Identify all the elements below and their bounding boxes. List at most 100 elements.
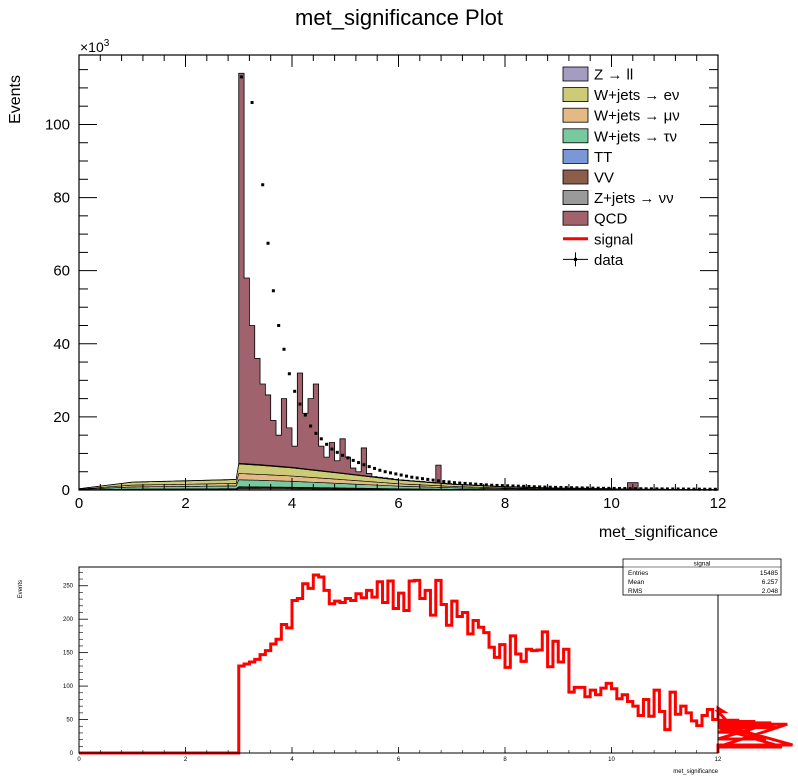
stats-box-title: signal: [694, 561, 712, 568]
x-axis-label: met_significance: [599, 524, 718, 541]
bottom-y-tick-label: 150: [63, 651, 74, 657]
data-point: [287, 372, 291, 376]
stats-label-rms: RMS: [628, 588, 643, 595]
legend-label-data: data: [594, 252, 624, 269]
y-axis-label: Events: [7, 75, 24, 124]
stats-box: signal Entries 15485 Mean 6.257 RMS 2.04…: [622, 558, 782, 596]
stats-label-mean: Mean: [628, 579, 645, 586]
data-point: [596, 486, 600, 490]
y-tick-label: 0: [62, 482, 70, 499]
legend-label-tt: TT: [594, 149, 612, 166]
stats-value-mean: 6.257: [762, 579, 779, 586]
data-point: [665, 487, 669, 491]
x-tick-label: 10: [603, 495, 620, 512]
data-point: [586, 486, 590, 490]
legend: Z → ll W+jets → eν W+jets → μν W+jets → τν T…: [562, 66, 680, 269]
bottom-x-axis-label: met_significance: [673, 769, 718, 775]
stats-label-entries: Entries: [628, 570, 649, 577]
legend-label-vv: VV: [594, 170, 614, 187]
bottom-y-tick-label: 250: [63, 584, 74, 590]
data-point: [633, 487, 637, 491]
data-point: [697, 487, 701, 491]
data-point: [575, 486, 579, 490]
data-point: [399, 473, 403, 477]
data-point: [676, 487, 680, 491]
stats-value-entries: 15485: [760, 570, 778, 577]
y-tick-label: 80: [53, 190, 70, 207]
data-point: [506, 484, 510, 488]
data-point: [548, 485, 552, 489]
data-point: [681, 487, 685, 491]
data-point: [713, 487, 717, 491]
data-point: [628, 487, 632, 491]
data-point: [314, 431, 318, 435]
data-point: [612, 486, 616, 490]
data-point: [309, 424, 313, 428]
data-point: [516, 484, 520, 488]
data-point: [436, 479, 440, 483]
data-point: [655, 487, 659, 491]
bottom-y-tick-label: 100: [63, 684, 74, 690]
top-plot: met_significance Plot Events met_signifi…: [7, 5, 726, 541]
data-point: [617, 487, 621, 491]
data-point: [410, 475, 414, 479]
data-point: [261, 183, 265, 187]
data-point: [277, 324, 281, 328]
bottom-y-tick-label: 50: [66, 718, 73, 724]
legend-label-z-jets: Z+jets → νν: [594, 190, 674, 207]
legend-label-w-jets-e: W+jets → eν: [594, 87, 679, 104]
data-point: [484, 483, 488, 487]
data-point: [346, 456, 350, 460]
y-axis-multiplier-exponent: 3: [104, 38, 110, 49]
y-tick-label: 20: [53, 409, 70, 426]
data-point: [580, 486, 584, 490]
data-point: [357, 461, 361, 465]
y-axis-multiplier: ×103: [80, 38, 110, 55]
data-point: [319, 437, 323, 441]
data-point: [452, 481, 456, 485]
data-point: [644, 487, 648, 491]
data-point: [500, 484, 504, 488]
data-point: [511, 484, 515, 488]
legend-swatch-data-marker: [574, 257, 577, 261]
bottom-x-tick-label: 4: [290, 757, 294, 763]
data-point: [532, 485, 536, 489]
data-point: [607, 486, 611, 490]
data-point: [490, 483, 494, 487]
data-point: [383, 470, 387, 474]
data-point: [293, 389, 297, 393]
data-point: [522, 484, 526, 488]
data-point: [463, 481, 467, 485]
data-point: [303, 413, 307, 417]
data-point: [602, 486, 606, 490]
data-point: [362, 463, 366, 467]
data-point: [335, 450, 339, 454]
data-point: [367, 465, 371, 469]
legend-swatch-z-ll: [562, 66, 589, 82]
bottom-x-tick-label: 8: [503, 757, 507, 763]
data-point: [623, 487, 627, 491]
data-point: [703, 487, 707, 491]
data-point: [341, 453, 345, 457]
y-tick-label: 100: [45, 116, 70, 133]
data-point: [431, 478, 435, 482]
data-point: [564, 486, 568, 490]
data-point: [554, 485, 558, 489]
data-point: [298, 402, 302, 406]
data-point: [404, 474, 408, 478]
legend-swatch-z-jets: [562, 190, 589, 206]
signal-histogram: [79, 573, 793, 755]
data-point: [591, 486, 595, 490]
data-point: [351, 458, 355, 462]
data-point: [373, 466, 377, 470]
data-point: [671, 487, 675, 491]
bottom-axes: 0 2 4 6 8 10 12 0 50 100 150 200 250: [63, 572, 722, 763]
data-point: [442, 480, 446, 484]
legend-swatch-w-jets: [562, 128, 589, 144]
data-point: [639, 487, 643, 491]
data-point: [649, 487, 653, 491]
data-point: [266, 241, 270, 245]
data-point: [543, 485, 547, 489]
data-point: [415, 476, 419, 480]
